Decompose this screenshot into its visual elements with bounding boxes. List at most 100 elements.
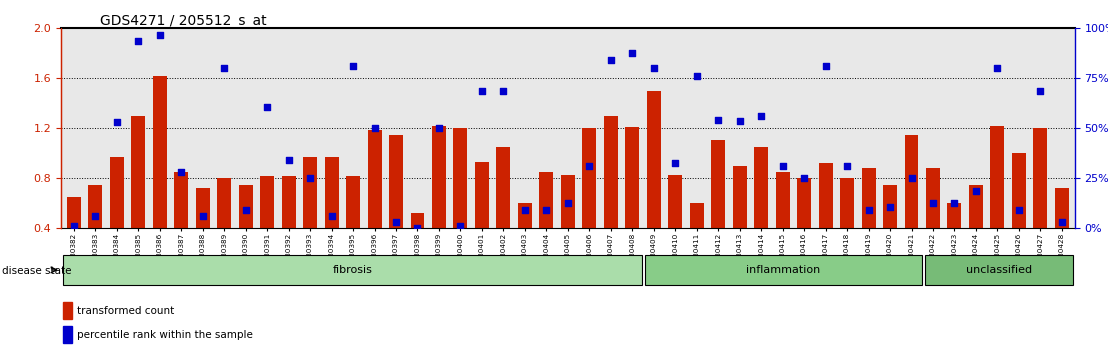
Bar <box>66 197 81 228</box>
Bar <box>797 178 811 228</box>
Bar <box>668 175 683 228</box>
Point <box>366 126 383 131</box>
Bar <box>840 178 854 228</box>
Bar <box>304 157 317 228</box>
Bar <box>925 255 1073 285</box>
Point <box>86 213 104 219</box>
Bar <box>110 157 124 228</box>
Bar <box>732 166 747 228</box>
Point <box>322 213 340 219</box>
Point <box>581 163 598 169</box>
Bar <box>926 169 940 228</box>
Bar <box>1055 188 1069 228</box>
Point <box>709 117 727 122</box>
Bar <box>196 188 209 228</box>
Point <box>1010 207 1028 212</box>
Bar <box>947 203 962 228</box>
Point <box>494 88 512 94</box>
Bar <box>625 127 639 228</box>
Text: percentile rank within the sample: percentile rank within the sample <box>76 330 253 340</box>
Bar <box>238 184 253 228</box>
Bar <box>819 163 832 228</box>
Bar <box>604 116 618 228</box>
Bar <box>1012 153 1026 228</box>
Point <box>279 157 297 162</box>
Text: unclassified: unclassified <box>966 265 1033 275</box>
Point <box>215 65 233 71</box>
Point <box>107 119 125 125</box>
Bar <box>862 169 875 228</box>
Point <box>773 163 791 169</box>
Point <box>924 200 942 206</box>
Point <box>860 207 878 212</box>
Point <box>130 38 147 44</box>
Bar <box>153 76 166 228</box>
Bar <box>475 162 489 228</box>
Point <box>881 204 899 210</box>
Bar <box>63 302 72 319</box>
Bar <box>325 157 339 228</box>
Bar <box>432 126 445 228</box>
Point <box>666 160 684 166</box>
Point <box>537 207 555 212</box>
Point <box>473 88 491 94</box>
Bar <box>63 326 72 343</box>
Point <box>903 176 921 181</box>
Bar <box>411 213 424 228</box>
Point <box>151 32 168 38</box>
Text: fibrosis: fibrosis <box>332 265 372 275</box>
Bar <box>281 176 296 228</box>
Point <box>65 223 83 229</box>
Point <box>945 200 963 206</box>
Point <box>602 57 619 62</box>
Bar <box>1034 129 1047 228</box>
Bar <box>583 129 596 228</box>
Point <box>967 188 985 194</box>
Bar <box>755 147 768 228</box>
Bar <box>561 175 575 228</box>
Bar <box>883 184 897 228</box>
Point <box>688 73 706 79</box>
Bar <box>131 116 145 228</box>
Bar <box>89 184 102 228</box>
Bar <box>63 255 642 285</box>
Text: transformed count: transformed count <box>76 306 174 316</box>
Point <box>301 176 319 181</box>
Point <box>645 65 663 71</box>
Bar <box>690 203 704 228</box>
Point <box>173 169 191 175</box>
Point <box>430 126 448 131</box>
Point <box>409 225 427 231</box>
Bar <box>217 178 232 228</box>
Bar <box>776 172 790 228</box>
Point <box>237 207 255 212</box>
Bar <box>389 135 403 228</box>
Point <box>558 200 576 206</box>
Bar <box>346 176 360 228</box>
Text: GDS4271 / 205512_s_at: GDS4271 / 205512_s_at <box>100 14 266 28</box>
Point <box>839 163 856 169</box>
Point <box>796 176 813 181</box>
Point <box>387 219 404 225</box>
Bar <box>174 172 188 228</box>
Point <box>516 207 534 212</box>
Bar <box>368 130 381 228</box>
Bar <box>711 139 725 228</box>
Point <box>258 104 276 110</box>
Bar <box>496 147 511 228</box>
Text: inflammation: inflammation <box>747 265 821 275</box>
Bar <box>904 135 919 228</box>
Point <box>624 51 642 56</box>
Bar <box>991 126 1005 228</box>
Bar <box>540 172 553 228</box>
Bar <box>647 91 660 228</box>
Bar <box>260 176 274 228</box>
Point <box>194 213 212 219</box>
Point <box>452 223 470 229</box>
Point <box>345 63 362 69</box>
Point <box>988 65 1006 71</box>
Bar <box>970 184 983 228</box>
Text: disease state: disease state <box>2 266 72 276</box>
Bar <box>453 129 468 228</box>
Point <box>731 118 749 124</box>
